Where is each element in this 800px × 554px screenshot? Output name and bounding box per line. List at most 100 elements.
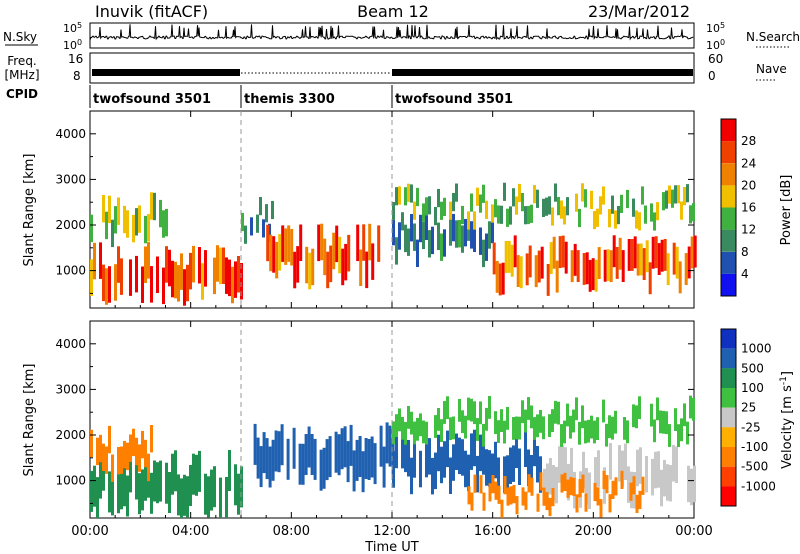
heatmap-cell [461, 439, 464, 476]
x-tick-label: 00:00 [675, 524, 712, 539]
heatmap-cell [275, 241, 279, 279]
heatmap-cell [96, 477, 99, 518]
heatmap-cell [669, 465, 672, 502]
heatmap-cell [513, 235, 517, 268]
heatmap-cell [177, 265, 180, 302]
heatmap-cell [458, 220, 461, 248]
x-tick-label: 00:00 [71, 524, 108, 539]
colorbar-swatch [721, 329, 736, 349]
heatmap-cell [319, 449, 323, 491]
heatmap-cell [449, 218, 452, 246]
heatmap-cell [99, 457, 102, 499]
heatmap-cell [180, 253, 183, 290]
heatmap-cell [189, 465, 192, 506]
heatmap-cell [367, 439, 371, 480]
freq-unit-label: [MHz] [4, 68, 39, 82]
heatmap-cell [546, 264, 550, 296]
heatmap-cell [338, 236, 342, 274]
velocity-colorbar: 1000 500 100 25 -25 -100 -500 -1000 [720, 328, 776, 507]
heatmap-cell [479, 401, 482, 425]
heatmap-cell [274, 430, 278, 472]
heatmap-cell [259, 446, 263, 488]
heatmap-cell [503, 456, 506, 493]
heatmap-cell [111, 474, 114, 516]
heatmap-cell [361, 451, 365, 493]
heatmap-cell [452, 444, 455, 481]
heatmap-cell [467, 454, 470, 492]
heatmap-cell [662, 410, 665, 434]
heatmap-cell [627, 466, 630, 503]
heatmap-cell [147, 453, 150, 482]
heatmap-cell [572, 409, 575, 433]
heatmap-cell [663, 239, 667, 271]
heatmap-cell [525, 253, 529, 286]
heatmap-cell [683, 403, 686, 427]
heatmap-cell [299, 224, 303, 261]
heatmap-cell [569, 477, 573, 496]
heatmap-cell [620, 194, 623, 213]
heatmap-cell [168, 472, 171, 513]
power-heatmap-cells [90, 182, 697, 306]
heatmap-cell [659, 410, 662, 434]
colorbar-tick-label: -100 [741, 440, 768, 454]
y-tick-label: 4000 [55, 127, 86, 141]
heatmap-cell [582, 451, 585, 489]
heatmap-cell [554, 183, 557, 202]
heatmap-cell [135, 208, 138, 236]
heatmap-cell [527, 397, 530, 420]
heatmap-cell [135, 458, 138, 500]
colorbar-swatch [721, 407, 736, 428]
heatmap-cell [262, 432, 266, 474]
heatmap-cell [407, 440, 410, 477]
heatmap-cell [482, 423, 485, 447]
heatmap-cell [340, 428, 344, 470]
heatmap-cell [594, 457, 597, 494]
heatmap-cell [588, 259, 592, 292]
heatmap-cell [449, 201, 452, 220]
heatmap-cell [498, 263, 502, 296]
heatmap-cell [519, 256, 523, 289]
heatmap-cell [581, 474, 585, 493]
time-x-axis: 00:00 04:00 08:00 12:00 16:00 20:00 00:00 [71, 111, 713, 539]
heatmap-cell [192, 245, 195, 283]
heatmap-cell [413, 201, 416, 220]
heatmap-cell [537, 250, 541, 283]
heatmap-cell [482, 438, 485, 475]
heatmap-cell [165, 246, 168, 283]
heatmap-cell [626, 420, 629, 444]
heatmap-cell [638, 490, 642, 509]
heatmap-cell [413, 441, 416, 478]
heatmap-cell [320, 223, 324, 261]
heatmap-cell [204, 250, 207, 287]
heatmap-cell [536, 189, 539, 208]
heatmap-cell [461, 205, 464, 225]
heatmap-cell [618, 237, 622, 270]
colorbar-swatch [721, 185, 736, 208]
colorbar-swatch [721, 427, 736, 447]
heatmap-cell [687, 465, 690, 503]
heatmap-cell [555, 260, 559, 293]
heatmap-cell [548, 497, 552, 517]
heatmap-cell [371, 243, 375, 280]
heatmap-cell [479, 475, 483, 494]
heatmap-cell [114, 206, 117, 234]
heatmap-cell [228, 259, 231, 297]
nsky-panel-frame [89, 22, 695, 49]
heatmap-cell [584, 420, 587, 444]
heatmap-cell [638, 212, 641, 231]
heatmap-cell [674, 185, 677, 204]
heatmap-cell [304, 434, 308, 475]
power-colorbar: 4 8 12 16 20 24 28 [720, 118, 756, 297]
heatmap-cell [584, 493, 588, 512]
colorbar-swatch [721, 163, 736, 186]
heatmap-cell [271, 200, 274, 220]
velocity-y-axis-label: Slant Range [km] [22, 364, 37, 477]
heatmap-cell [99, 242, 102, 279]
heatmap-cell [500, 409, 503, 432]
heatmap-cell [467, 397, 470, 421]
heatmap-cell [581, 183, 584, 202]
heatmap-cell [515, 416, 518, 440]
heatmap-cell [398, 222, 401, 250]
heatmap-cell [228, 450, 231, 491]
heatmap-cell [150, 425, 153, 453]
